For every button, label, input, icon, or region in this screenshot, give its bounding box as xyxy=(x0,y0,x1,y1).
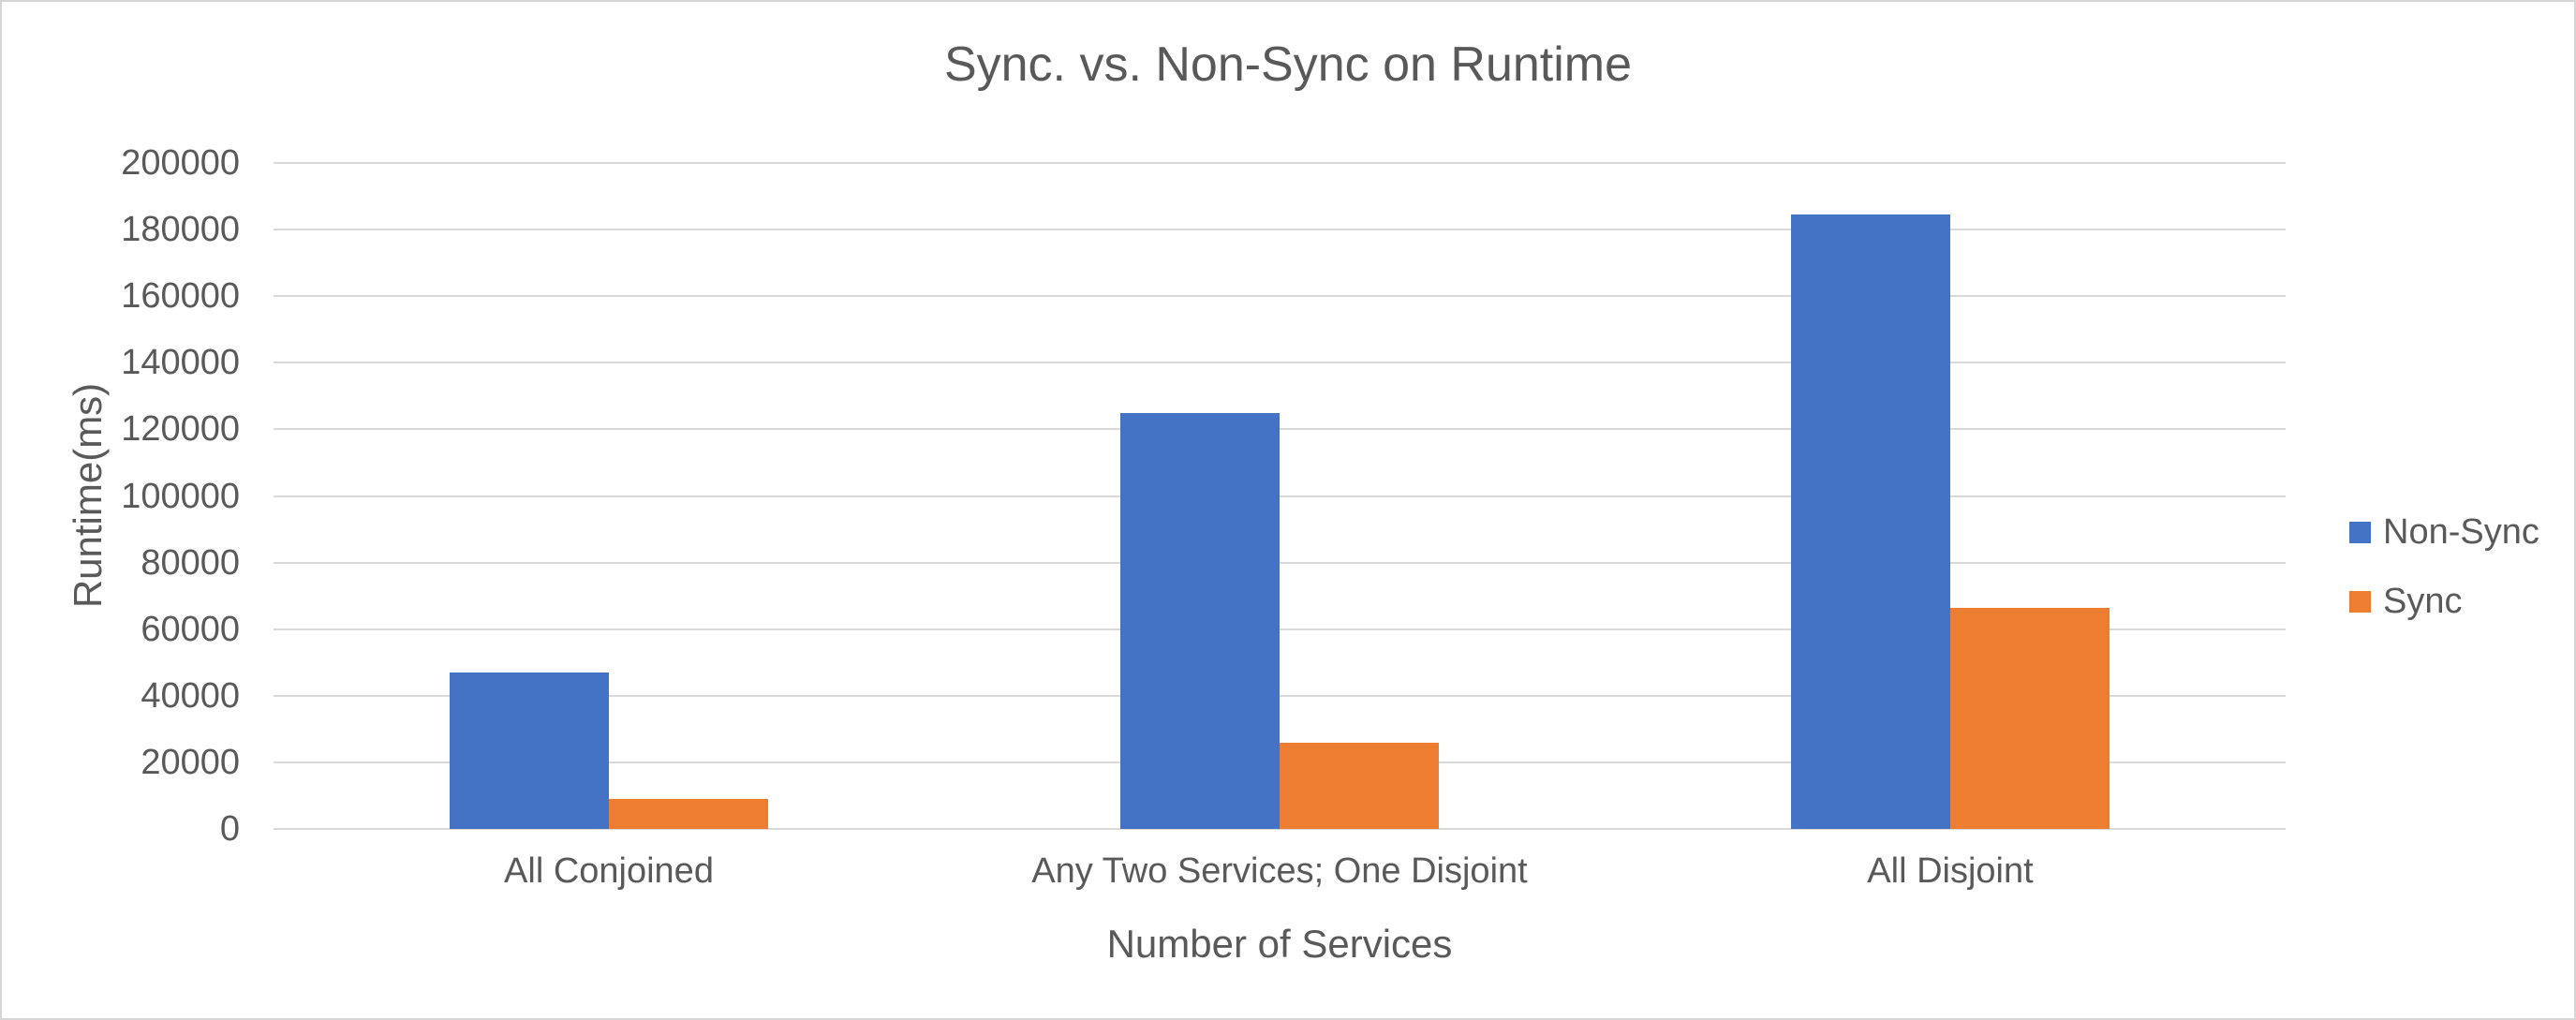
y-tick-label: 40000 xyxy=(141,676,240,716)
legend: Non-Sync Sync xyxy=(2349,511,2539,622)
y-tick-label: 140000 xyxy=(121,343,240,382)
legend-item-non-sync: Non-Sync xyxy=(2349,511,2539,553)
y-tick-label: 0 xyxy=(219,809,240,849)
y-tick-label: 100000 xyxy=(121,477,240,516)
x-category-label-any-two-services-one-disjoint: Any Two Services; One Disjoint xyxy=(1031,851,1528,891)
bar-sync-all-conjoined xyxy=(609,799,768,829)
bar-non-sync-all-conjoined xyxy=(450,673,609,829)
legend-swatch-icon xyxy=(2349,521,2371,543)
x-axis-line xyxy=(274,828,2286,830)
gridline xyxy=(274,628,2286,630)
legend-item-sync: Sync xyxy=(2349,581,2539,622)
gridline xyxy=(274,495,2286,497)
y-tick-label: 80000 xyxy=(141,543,240,583)
legend-swatch-icon xyxy=(2349,590,2371,613)
y-tick-label: 60000 xyxy=(141,610,240,649)
plot-area xyxy=(274,162,2286,830)
bar-non-sync-any-two-services-one-disjoint xyxy=(1120,413,1280,829)
gridline xyxy=(274,695,2286,697)
x-axis-title: Number of Services xyxy=(1106,922,1453,966)
x-category-label-all-conjoined: All Conjoined xyxy=(504,851,714,891)
y-tick-label: 180000 xyxy=(121,210,240,249)
gridline xyxy=(274,229,2286,230)
x-category-label-all-disjoint: All Disjoint xyxy=(1867,851,2034,891)
y-tick-label: 160000 xyxy=(121,276,240,316)
gridline xyxy=(274,295,2286,297)
legend-label: Sync xyxy=(2383,582,2463,621)
bar-non-sync-all-disjoint xyxy=(1791,214,1950,829)
y-tick-label: 120000 xyxy=(121,409,240,449)
y-tick-label: 20000 xyxy=(141,743,240,782)
bar-sync-all-disjoint xyxy=(1950,608,2110,829)
legend-label: Non-Sync xyxy=(2383,512,2539,552)
bar-sync-any-two-services-one-disjoint xyxy=(1280,743,1439,829)
gridline xyxy=(274,162,2286,164)
chart-title: Sync. vs. Non-Sync on Runtime xyxy=(943,37,1633,92)
gridline xyxy=(274,362,2286,363)
gridline xyxy=(274,562,2286,564)
gridline xyxy=(274,428,2286,430)
y-tick-label: 200000 xyxy=(121,143,240,183)
